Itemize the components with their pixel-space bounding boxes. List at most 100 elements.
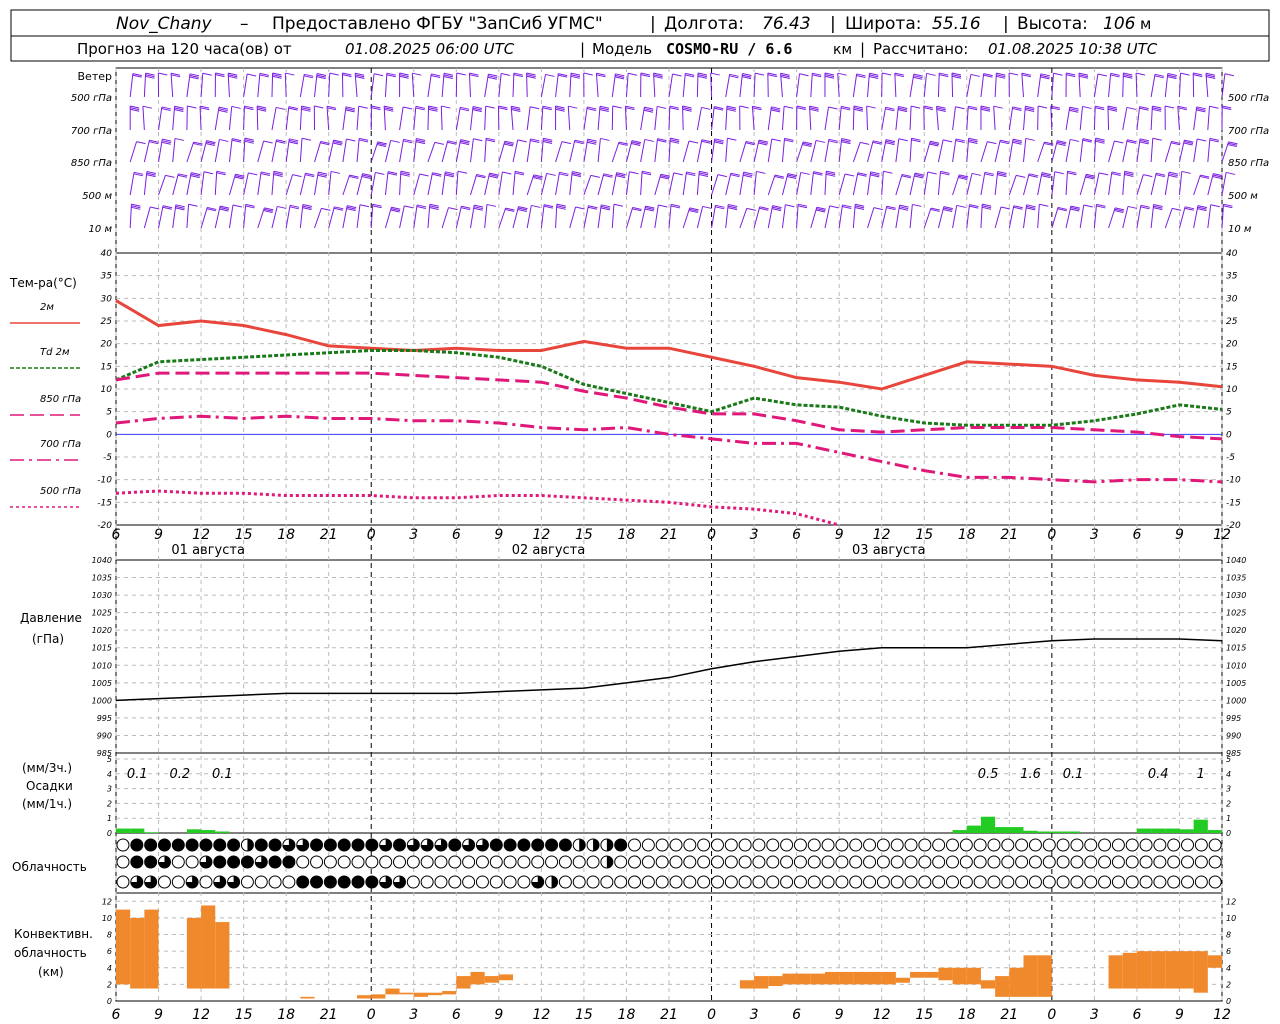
wind-barb-feather [842, 204, 852, 208]
wind-barb-feather [476, 175, 486, 179]
wind-barb-feather [1212, 174, 1223, 178]
cloud-cover-symbol [932, 855, 946, 869]
cloud-title: Облачность [12, 860, 87, 874]
wind-barb-feather [412, 72, 422, 76]
press-tick-left: 1000 [92, 696, 112, 705]
cloud-circle [393, 855, 406, 869]
wind-barb-feather [178, 173, 188, 177]
wind-barb-feather [148, 141, 159, 145]
wind-barb [725, 204, 738, 229]
wind-barb-feather [1152, 108, 1162, 112]
wind-barb-feather [969, 205, 979, 209]
wind-barb [413, 105, 425, 131]
wind-barb-staff [583, 205, 589, 229]
wind-barb-staff [952, 138, 957, 163]
wind-barb-staff [228, 204, 234, 229]
cloud-circle [793, 855, 807, 869]
wind-barb-feather [1123, 74, 1133, 78]
hour-tick-label: 21 [1000, 1007, 1018, 1023]
wind-level-label-right: 500 гПа [1228, 93, 1269, 104]
temp-tick-left: -20 [97, 521, 112, 531]
wind-barb-staff [1164, 141, 1172, 163]
wind-barb-feather [914, 172, 925, 176]
cloud-circle [1167, 838, 1181, 852]
wind-barb-staff [668, 106, 671, 131]
cloud-cover-symbol [641, 838, 655, 852]
wind-barb-staff [838, 138, 843, 163]
wind-barb-feather [199, 105, 210, 109]
wind-barb-feather [702, 205, 712, 209]
temp-legend-label: 850 гПа [40, 394, 81, 405]
cloud-cover-symbol [821, 855, 835, 869]
wind-barb [228, 173, 245, 196]
wind-barb-staff [1164, 208, 1173, 229]
cloud-cover-symbol [876, 875, 890, 889]
hour-tick-label: 21 [660, 1007, 678, 1023]
cloud-cover-symbol [475, 875, 489, 889]
temp-tick-left: 25 [101, 317, 113, 327]
wind-barb-feather [771, 106, 781, 110]
wind-barb-staff [1150, 173, 1157, 196]
cloud-cover-symbol [1001, 838, 1015, 852]
wind-barb-feather [162, 205, 173, 209]
wind-barb [767, 205, 782, 229]
lon-value: 76.43 [762, 14, 811, 34]
wind-barb-staff [512, 139, 519, 163]
wind-barb [583, 174, 600, 196]
cloud-circle [1056, 875, 1070, 889]
wind-barb [285, 138, 299, 163]
wind-barb-feather [641, 172, 652, 176]
precipitation-panel: 0 01 12 23 34 45 50.1 0.2 0.1 0.5 1.6 0.1 0.4 1 [107, 755, 1231, 838]
wind-barb-feather [1054, 171, 1064, 175]
wind-barb-feather [543, 205, 554, 209]
wind-barb [484, 137, 496, 163]
wind-barb-staff [257, 140, 265, 163]
wind-barb-feather [1197, 208, 1207, 212]
wind-barb-staff [540, 106, 544, 131]
wind-barb-staff [1093, 204, 1097, 229]
hour-tick-label: 12 [1213, 527, 1231, 543]
wind-barb [285, 174, 302, 196]
wind-barb [399, 205, 414, 229]
wind-barb-feather [912, 203, 922, 207]
cloud-cover-symbol [157, 838, 171, 852]
wind-barb [767, 72, 777, 98]
wind-barb-feather [894, 72, 904, 76]
wind-barb-feather [285, 72, 295, 76]
wind-barb-feather [1168, 173, 1178, 177]
precip-bar [1179, 829, 1194, 833]
wind-barb-feather [914, 174, 924, 178]
wind-barb [384, 206, 401, 229]
wind-barb [1164, 207, 1182, 229]
wind-barb-feather [1111, 172, 1121, 176]
wind-barb-feather [133, 171, 144, 175]
wind-barb-staff [186, 204, 190, 229]
wind-barb-feather [1222, 107, 1232, 111]
cloud-cover-symbol [116, 875, 130, 889]
wind-barb-staff [284, 73, 287, 98]
wind-barb [129, 171, 144, 196]
wind-barb-staff [299, 74, 305, 98]
conv-tick-right: 6 [1226, 947, 1231, 956]
wind-barb-staff [937, 171, 941, 196]
wind-barb-staff [1021, 73, 1024, 98]
wind-barb [895, 204, 909, 229]
cloud-cover-symbol [144, 875, 158, 889]
wind-barb-feather [175, 207, 185, 211]
wind-barb-feather [355, 72, 365, 76]
wind-barb-feather [1012, 141, 1022, 145]
wind-barb-staff [796, 172, 802, 196]
wind-barb [852, 141, 870, 163]
wind-barb-staff [370, 204, 374, 229]
wind-barb-feather [726, 108, 736, 112]
wind-barb-feather [432, 172, 442, 176]
convective-bar [1108, 955, 1123, 989]
wind-barb-feather [276, 140, 286, 144]
wind-barb-staff [895, 205, 901, 229]
cloud-cover-symbol [863, 855, 877, 869]
cloud-cover-symbol [296, 838, 310, 852]
wind-barb-feather [767, 74, 777, 78]
wind-barb-feather [448, 207, 458, 211]
cloud-cover-symbol [628, 855, 642, 869]
wind-barb-staff [569, 171, 573, 196]
